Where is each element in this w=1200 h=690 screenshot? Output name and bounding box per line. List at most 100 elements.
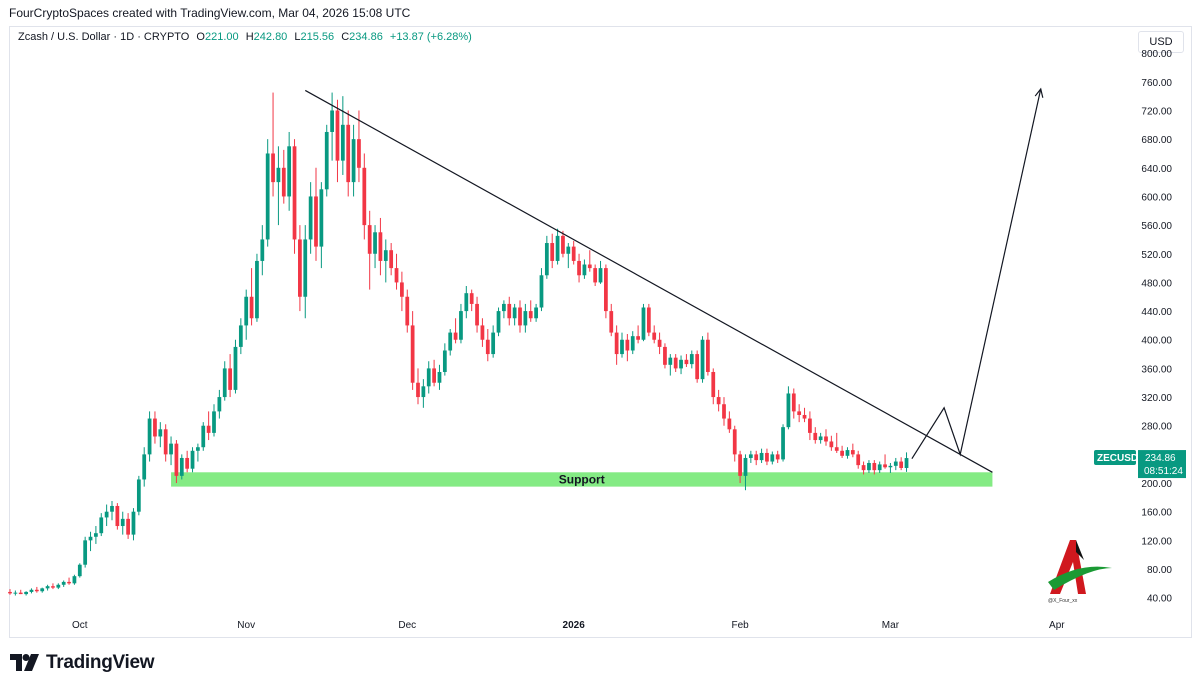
candle-body bbox=[700, 339, 705, 380]
close-value: 234.86 bbox=[349, 31, 383, 43]
candle-body bbox=[77, 564, 82, 577]
candle bbox=[630, 331, 635, 355]
candle-body bbox=[754, 454, 759, 461]
candle-body bbox=[722, 404, 726, 419]
currency-button[interactable]: USD bbox=[1138, 31, 1184, 53]
candle-body bbox=[373, 232, 377, 254]
price-axis[interactable]: 800.00 760.00 720.00 680.00 640.00 600.00 560.… bbox=[1141, 49, 1172, 605]
candle bbox=[8, 589, 12, 595]
candle-body bbox=[233, 346, 238, 390]
candle-body bbox=[126, 518, 130, 535]
candle-body bbox=[421, 386, 426, 398]
candle bbox=[88, 531, 93, 552]
candle-body bbox=[136, 479, 141, 512]
candle bbox=[126, 513, 130, 539]
projection-arrow-head bbox=[1034, 87, 1044, 98]
candle bbox=[899, 457, 904, 471]
candle-body bbox=[598, 268, 603, 283]
candle bbox=[298, 225, 302, 312]
candle bbox=[110, 500, 114, 521]
candle bbox=[459, 303, 463, 344]
candle-body bbox=[679, 359, 683, 369]
candle bbox=[83, 536, 88, 568]
candle-body bbox=[743, 457, 748, 476]
candle-body bbox=[442, 350, 447, 372]
candle bbox=[426, 361, 431, 394]
candle-body bbox=[544, 243, 549, 276]
time-axis[interactable]: Oct Nov Dec 2026 Feb Mar Apr bbox=[72, 620, 1065, 631]
projection-path[interactable] bbox=[911, 88, 1042, 459]
candle-body bbox=[824, 436, 828, 442]
price-tick-label: 80.00 bbox=[1147, 565, 1172, 576]
candle-body bbox=[759, 452, 764, 461]
candle bbox=[34, 586, 39, 593]
candle bbox=[448, 329, 453, 356]
candle-body bbox=[883, 464, 887, 468]
candle-body bbox=[582, 264, 587, 276]
candle-body bbox=[142, 454, 147, 480]
candle bbox=[759, 448, 764, 463]
candle-body bbox=[518, 307, 522, 326]
support-zone bbox=[171, 472, 993, 487]
price-badge bbox=[1138, 450, 1186, 479]
candle bbox=[260, 225, 265, 276]
candle-body bbox=[324, 131, 329, 190]
candle bbox=[13, 590, 18, 596]
candle-body bbox=[695, 354, 700, 380]
candle-body bbox=[765, 452, 769, 462]
candle-body bbox=[802, 414, 807, 419]
candle bbox=[507, 296, 512, 326]
candle bbox=[679, 355, 683, 375]
candle-body bbox=[18, 592, 23, 595]
candle bbox=[625, 334, 630, 362]
tradingview-logo[interactable]: TradingView bbox=[10, 652, 155, 674]
candle bbox=[373, 225, 377, 269]
candle bbox=[394, 253, 399, 290]
candle bbox=[233, 339, 238, 394]
open-label: O bbox=[196, 31, 205, 43]
high-value: 242.80 bbox=[253, 31, 288, 43]
candle bbox=[528, 300, 533, 322]
author-logo-icon bbox=[1048, 540, 1112, 594]
candle bbox=[51, 583, 55, 590]
candle-body bbox=[367, 225, 372, 254]
candle bbox=[330, 92, 334, 161]
candle bbox=[550, 233, 555, 269]
candle bbox=[147, 411, 152, 462]
price-tick-label: 160.00 bbox=[1141, 508, 1172, 519]
candle bbox=[367, 210, 372, 290]
candle-body bbox=[416, 382, 420, 398]
candle bbox=[206, 411, 211, 441]
candle-body bbox=[362, 167, 367, 226]
candle bbox=[598, 260, 603, 284]
trendline[interactable] bbox=[304, 89, 993, 473]
candle-body bbox=[158, 429, 163, 437]
candle-body bbox=[818, 436, 823, 441]
price-tick-label: 120.00 bbox=[1141, 536, 1172, 547]
candle-body bbox=[448, 332, 453, 351]
candle bbox=[502, 300, 506, 319]
candle-body bbox=[668, 357, 673, 365]
candle bbox=[136, 475, 141, 516]
symbol-legend[interactable]: Zcash / U.S. Dollar · 1D · CRYPTO O221.0… bbox=[18, 31, 472, 43]
candle bbox=[883, 454, 887, 469]
candle bbox=[480, 318, 485, 347]
candle bbox=[314, 167, 318, 261]
candle-body bbox=[872, 462, 877, 471]
candle bbox=[351, 124, 356, 197]
candle bbox=[238, 318, 243, 355]
candle bbox=[904, 452, 909, 472]
candle bbox=[614, 325, 619, 365]
candle-body bbox=[147, 418, 152, 455]
candle-body bbox=[748, 454, 753, 458]
candle bbox=[727, 411, 732, 433]
candle-body bbox=[34, 589, 39, 592]
chart-attribution: FourCryptoSpaces created with TradingVie… bbox=[9, 6, 411, 20]
candle bbox=[609, 303, 614, 337]
candle bbox=[228, 354, 232, 398]
candle bbox=[29, 588, 34, 594]
candle-body bbox=[185, 457, 190, 469]
candle bbox=[668, 354, 673, 376]
candle-body bbox=[856, 454, 861, 466]
